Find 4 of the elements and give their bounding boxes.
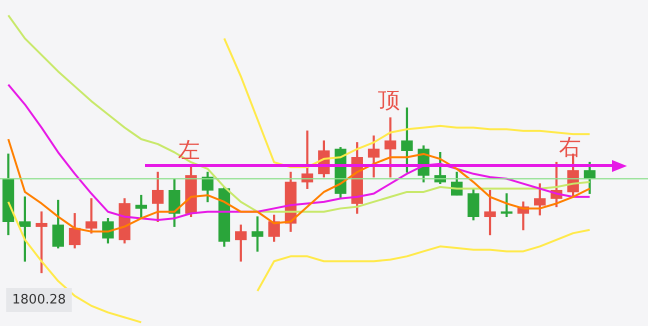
annotation: 右 xyxy=(559,136,581,161)
text: 1800.28 xyxy=(12,292,66,308)
annotation: 左 xyxy=(178,138,200,164)
annotation: 顶 xyxy=(378,88,400,114)
